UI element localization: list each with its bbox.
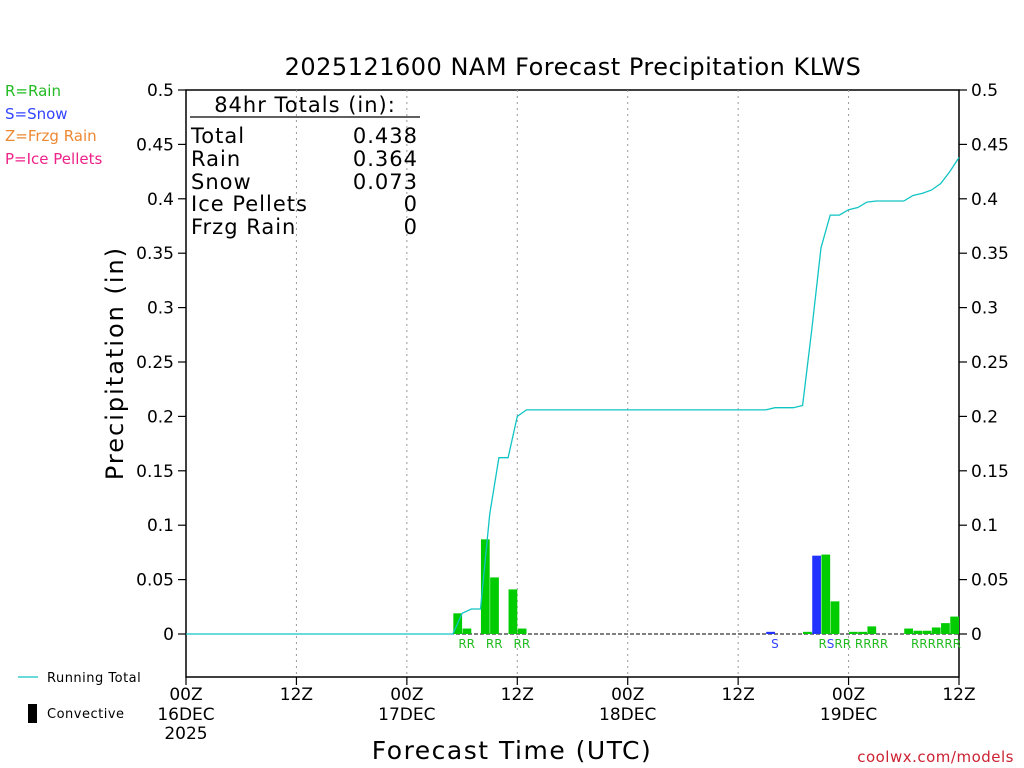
x-axis-label: Forecast Time (UTC) [372,736,652,765]
y-tick-label-left: 0.1 [147,516,174,536]
running-total-line [186,157,960,635]
precip-bar [904,628,913,634]
precip-bar [517,628,527,634]
precip-bars [453,539,959,634]
y-tick-label-right: 0.5 [971,81,998,101]
y-tick-label-right: 0.05 [971,571,1009,591]
precip-bar [867,626,877,634]
precip-bar [858,631,867,634]
precip-bar [462,628,472,634]
precip-bar [950,616,959,634]
precip-type-letter: S [771,637,779,651]
y-axis-ticks: 0 00.05 0.050.1 0.10.15 0.150.2 0.20.25 0.250.… [136,81,1009,645]
y-tick-label-left: 0.35 [136,244,174,264]
precip-type-letters: RR RR RR S RSRR RRRR RRRRRR [458,637,961,651]
y-tick-label-left: 0.4 [147,190,174,210]
precip-bar [766,631,775,634]
x-tick-label: 18DEC [599,705,656,725]
precip-type-letter: RR [486,637,503,651]
totals-label-total: Total [190,124,245,148]
precip-bar [922,630,932,634]
precip-bar [913,630,923,634]
y-tick-label-right: 0.2 [971,407,998,427]
precip-bar [490,577,499,634]
totals-label-rain: Rain [191,147,241,171]
precip-bar [849,631,858,634]
y-tick-label-right: 0.4 [971,190,998,210]
x-tick-label: 12Z [501,685,534,705]
y-tick-label-left: 0 [163,625,174,645]
y-axis-label: Precipitation (in) [101,246,129,480]
legend-frzg-rain: Z=Frzg Rain [5,127,97,145]
y-tick-label-right: 0.15 [971,462,1009,482]
legend-running-total: Running Total [47,671,141,686]
precip-type-letter: RRRRRR [911,637,961,651]
credit-link[interactable]: coolwx.com/models [857,748,1014,766]
x-tick-label: 2025 [164,724,207,744]
precip-bar [803,631,812,634]
precip-type-letter: RRRR [855,637,888,651]
precip-bar [508,589,518,634]
y-tick-label-right: 0 [971,625,982,645]
y-tick-label-right: 0.45 [971,135,1009,155]
convective-swatch [28,704,37,723]
x-tick-label: 16DEC [157,705,214,725]
y-tick-label-left: 0.45 [136,135,174,155]
legend-snow: S=Snow [5,105,68,123]
precip-bar [480,539,490,634]
x-tick-label: 12Z [722,685,755,705]
totals-value-frzg-rain: 0 [404,215,418,239]
y-tick-label-left: 0.2 [147,407,174,427]
legend-rain: R=Rain [5,82,61,100]
totals-label-frzg-rain: Frzg Rain [191,215,296,239]
y-tick-label-right: 0.3 [971,299,998,319]
precip-bar [821,554,831,634]
precip-type-letter: RSRR [818,637,851,651]
totals-value-snow: 0.073 [353,170,418,194]
plot-frame [185,89,960,678]
totals-value-rain: 0.364 [353,147,418,171]
precip-bar [931,627,941,634]
y-tick-label-right: 0.1 [971,516,998,536]
totals-value-ice-pellets: 0 [404,192,418,216]
y-tick-label-left: 0.05 [136,571,174,591]
y-tick-label-left: 0.3 [147,299,174,319]
precip-bar [941,623,950,634]
chart-title: 2025121600 NAM Forecast Precipitation KL… [285,53,862,81]
precip-bar [830,601,840,634]
legend-ice-pellets: P=Ice Pellets [5,150,102,168]
legend-convective: Convective [47,707,125,722]
x-tick-label: 12Z [942,685,975,705]
y-tick-label-left: 0.5 [147,81,174,101]
x-tick-label: 19DEC [820,705,877,725]
totals-label-ice-pellets: Ice Pellets [191,192,308,216]
x-tick-label: 00Z [169,685,202,705]
totals-label-snow: Snow [191,170,252,194]
y-tick-label-right: 0.35 [971,244,1009,264]
precip-type-letter: RR [514,637,531,651]
x-tick-label: 17DEC [378,705,435,725]
x-tick-label: 00Z [611,685,644,705]
grid-lines [295,90,850,677]
x-tick-label: 00Z [832,685,865,705]
y-tick-label-left: 0.15 [136,462,174,482]
totals-value-total: 0.438 [353,124,418,148]
y-tick-label-right: 0.25 [971,353,1009,373]
x-tick-label: 12Z [280,685,313,705]
precip-type-letter: RR [458,637,475,651]
totals-heading: 84hr Totals (in): [214,93,396,117]
x-tick-label: 00Z [390,685,423,705]
precip-bar [812,555,821,634]
y-tick-label-left: 0.25 [136,353,174,373]
